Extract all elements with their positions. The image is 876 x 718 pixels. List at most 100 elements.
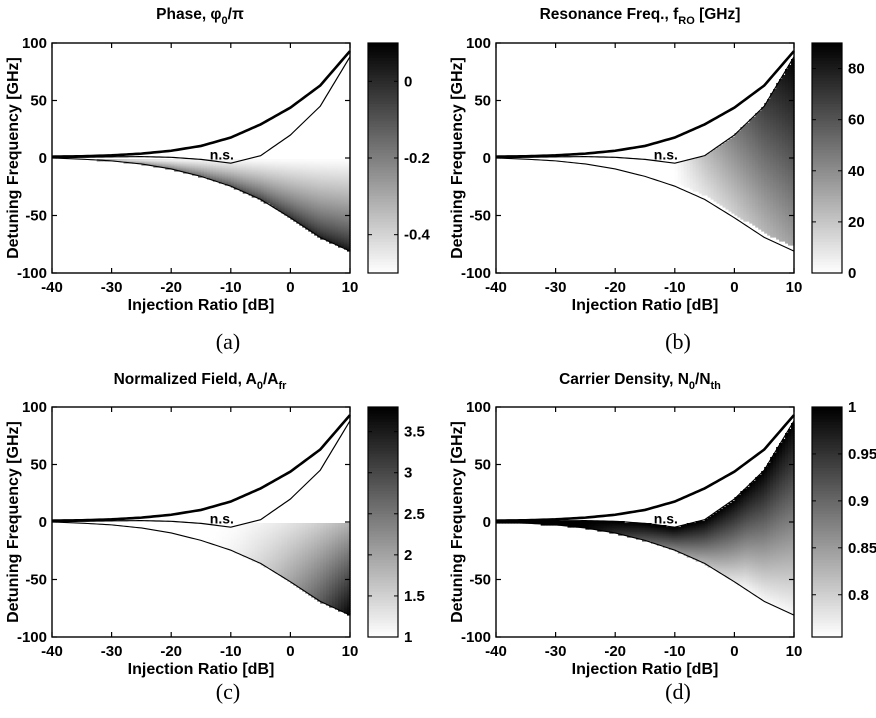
heat-cell (245, 185, 250, 188)
heat-cell (767, 199, 771, 202)
heat-cell (326, 571, 330, 574)
heat-cell (779, 139, 783, 142)
heat-cell (317, 193, 321, 196)
colorbar-swatch (812, 244, 842, 248)
heat-cell (287, 193, 291, 196)
heat-cell (254, 171, 259, 174)
heat-cell (183, 167, 187, 170)
heat-cell (263, 549, 268, 552)
heat-cell (180, 167, 184, 170)
heat-cell (332, 543, 336, 546)
heat-cell (731, 199, 735, 202)
heat-cell (281, 533, 286, 536)
heat-cell (347, 223, 351, 226)
heat-cell (221, 173, 226, 176)
heat-cell (323, 543, 327, 546)
heat-cell (773, 213, 777, 216)
heat-cell (248, 531, 253, 534)
heat-cell (201, 161, 205, 164)
heat-cell (776, 121, 780, 124)
heat-cell (338, 179, 342, 182)
heat-cell (743, 149, 747, 152)
heat-cell (764, 195, 768, 198)
heat-cell (776, 133, 780, 136)
heat-cell (740, 159, 744, 162)
heat-cell (305, 587, 309, 590)
colorbar-swatch (368, 252, 398, 257)
heat-cell (719, 191, 724, 194)
heat-cell (731, 183, 735, 186)
heat-cell (272, 163, 277, 166)
heat-cell (272, 169, 277, 172)
heat-cell (233, 179, 238, 182)
heat-cell (269, 561, 274, 564)
heat-cell (302, 575, 306, 578)
heat-cell (290, 187, 294, 190)
heat-cell (773, 137, 777, 140)
heat-cell (716, 197, 721, 200)
heat-cell (329, 167, 333, 170)
heat-cell (716, 185, 721, 188)
heat-cell (272, 563, 277, 566)
heat-cell (752, 191, 756, 194)
heat-cell (347, 557, 351, 560)
heat-cell (308, 559, 312, 562)
heat-cell (177, 165, 181, 168)
heat-cell (719, 199, 724, 202)
heat-cell (263, 545, 268, 548)
heat-cell (335, 217, 339, 220)
heat-cell (311, 215, 315, 218)
heat-cell (242, 173, 247, 176)
heat-cell (335, 575, 339, 578)
heat-cell (740, 175, 744, 178)
heat-cell (683, 163, 688, 166)
heat-cell (791, 125, 795, 128)
heat-cell (731, 149, 735, 152)
heat-cell (764, 163, 768, 166)
heat-cell (728, 163, 733, 166)
heat-cell (743, 179, 747, 182)
heat-cell (743, 193, 747, 196)
heat-cell (788, 207, 792, 210)
heat-cell (779, 171, 783, 174)
heat-cell (758, 169, 762, 172)
heat-cell (543, 521, 548, 524)
heat-cell (254, 551, 259, 554)
heat-cell (677, 169, 682, 172)
heat-cell (329, 537, 333, 540)
heat-cell (764, 201, 768, 204)
heat-cell (215, 527, 220, 530)
heat-cell (540, 521, 545, 524)
colorbar-swatch (368, 112, 398, 116)
heat-cell (788, 159, 792, 162)
heat-cell (293, 525, 297, 528)
heat-cell (770, 179, 774, 182)
heat-cell (344, 213, 348, 216)
heat-cell (767, 121, 771, 124)
heat-cell (618, 529, 622, 532)
heat-cell (347, 227, 351, 230)
heat-cell (722, 205, 727, 208)
heat-cell (743, 137, 747, 140)
heat-cell (293, 197, 297, 200)
heat-cell (719, 201, 724, 204)
heat-cell (770, 105, 774, 108)
heat-cell (755, 163, 759, 166)
heat-cell (341, 241, 345, 244)
colorbar-swatch (368, 183, 398, 188)
heat-cell (674, 163, 679, 166)
heat-cell (326, 527, 330, 530)
heat-cell (338, 211, 342, 214)
heat-cell (320, 235, 324, 238)
heat-cell (260, 167, 265, 170)
heat-cell (296, 573, 300, 576)
heat-cell (785, 93, 789, 96)
heat-cell (266, 181, 271, 184)
heat-cell (347, 243, 351, 246)
heat-cell (686, 179, 691, 182)
heat-cell (272, 181, 277, 184)
heat-cell (749, 199, 753, 202)
heat-cell (296, 179, 300, 182)
heat-cell (749, 201, 753, 204)
heat-cell (251, 177, 256, 180)
